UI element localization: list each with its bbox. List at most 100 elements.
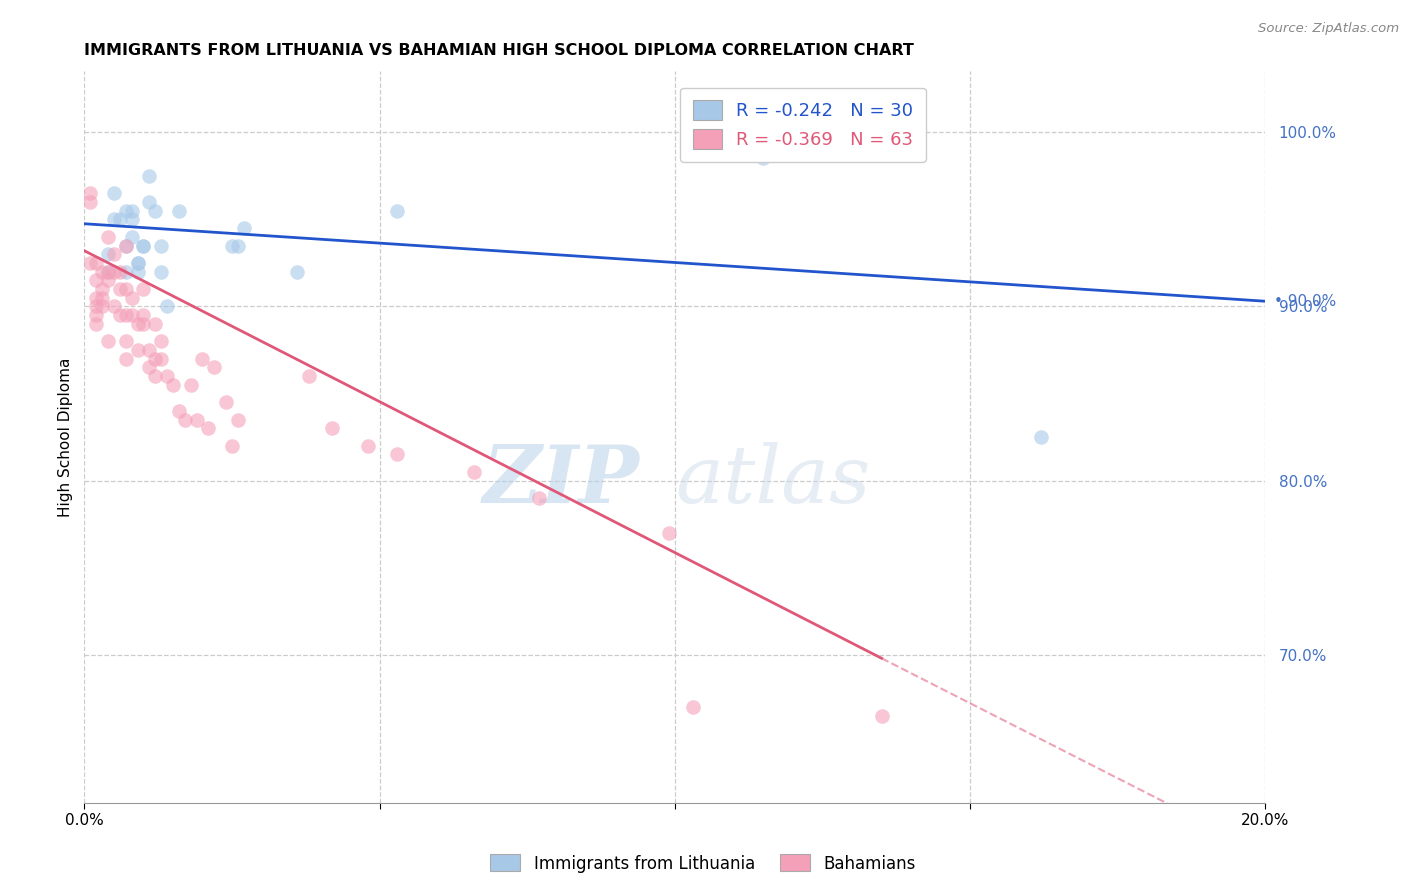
Point (143, 351, 166, 366)
Point (191, 351, 214, 366)
Point (97, 273, 120, 287)
Point (103, 300, 125, 314)
Point (79, 194, 101, 209)
Legend: Immigrants from Lithuania, Bahamians: Immigrants from Lithuania, Bahamians (484, 847, 922, 880)
Point (97, 334, 120, 349)
Point (127, 256, 149, 270)
Point (232, 221, 254, 235)
Point (226, 412, 249, 426)
Point (186, 412, 208, 426)
Point (527, 491, 550, 505)
Point (138, 360, 160, 375)
Point (121, 229, 143, 244)
Point (84, 308, 107, 322)
Point (156, 369, 179, 384)
Point (150, 265, 173, 279)
Point (103, 265, 125, 279)
Point (132, 282, 155, 296)
Point (143, 369, 166, 384)
Point (91, 300, 114, 314)
Point (114, 308, 136, 322)
Point (221, 439, 243, 453)
Point (114, 282, 136, 296)
Point (357, 439, 380, 453)
Point (121, 212, 143, 227)
Point (167, 404, 190, 418)
Point (114, 238, 136, 252)
Point (132, 308, 155, 322)
Point (167, 203, 190, 218)
Point (108, 265, 131, 279)
Point (752, 152, 775, 166)
Point (387, 448, 409, 462)
Point (127, 265, 149, 279)
Point (150, 351, 173, 366)
Point (114, 351, 136, 366)
Point (870, 708, 893, 723)
Point (132, 317, 155, 331)
Text: atlas: atlas (675, 442, 870, 520)
Point (108, 308, 131, 322)
Point (91, 265, 114, 279)
Point (321, 421, 343, 435)
Point (84, 291, 107, 305)
Point (463, 465, 485, 479)
Point (150, 334, 173, 349)
Point (387, 203, 409, 218)
Point (180, 377, 202, 392)
Point (138, 343, 160, 357)
Point (162, 377, 184, 392)
Point (127, 317, 149, 331)
Point (127, 343, 149, 357)
Point (103, 247, 125, 261)
Point (114, 203, 136, 218)
Point (121, 203, 143, 218)
Point (132, 238, 155, 252)
Point (298, 369, 321, 384)
Point (91, 291, 114, 305)
Y-axis label: High School Diploma: High School Diploma (58, 358, 73, 516)
Point (121, 308, 143, 322)
Point (97, 247, 120, 261)
Point (682, 700, 704, 714)
Text: • 90.0%: • 90.0% (1274, 293, 1336, 309)
Point (103, 212, 125, 227)
Point (97, 265, 120, 279)
Point (226, 238, 249, 252)
Point (150, 238, 173, 252)
Point (103, 186, 125, 201)
Point (127, 256, 149, 270)
Point (143, 317, 166, 331)
Point (79, 186, 101, 201)
Text: Source: ZipAtlas.com: Source: ZipAtlas.com (1258, 22, 1399, 36)
Point (202, 360, 225, 375)
Point (221, 238, 243, 252)
Point (138, 169, 160, 183)
Point (132, 238, 155, 252)
Point (156, 300, 179, 314)
Text: ZIP: ZIP (482, 442, 640, 520)
Point (84, 300, 107, 314)
Point (1029, 430, 1052, 444)
Point (97, 229, 120, 244)
Point (285, 265, 308, 279)
Point (108, 282, 131, 296)
Point (121, 291, 143, 305)
Point (79, 256, 101, 270)
Point (138, 194, 160, 209)
Text: IMMIGRANTS FROM LITHUANIA VS BAHAMIAN HIGH SCHOOL DIPLOMA CORRELATION CHART: IMMIGRANTS FROM LITHUANIA VS BAHAMIAN HI… (84, 43, 914, 58)
Point (91, 282, 114, 296)
Point (658, 525, 681, 540)
Point (84, 256, 107, 270)
Point (97, 265, 120, 279)
Point (114, 265, 136, 279)
Point (197, 421, 219, 435)
Point (108, 212, 131, 227)
Legend: R = -0.242   N = 30, R = -0.369   N = 63: R = -0.242 N = 30, R = -0.369 N = 63 (681, 87, 925, 161)
Point (173, 412, 195, 426)
Point (84, 273, 107, 287)
Point (143, 203, 166, 218)
Point (84, 317, 107, 331)
Point (114, 238, 136, 252)
Point (215, 395, 238, 409)
